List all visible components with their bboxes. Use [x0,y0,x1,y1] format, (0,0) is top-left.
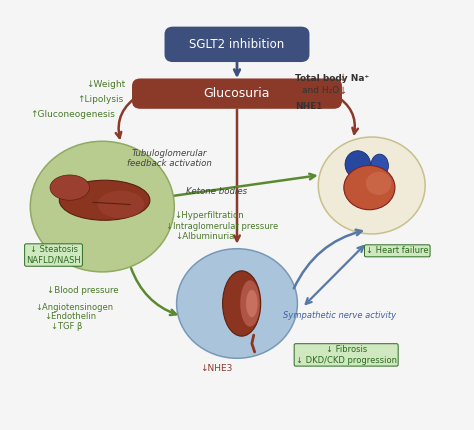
Text: ↓: ↓ [339,86,347,96]
Text: ↓ Steatosis
NAFLD/NASH: ↓ Steatosis NAFLD/NASH [26,246,81,265]
Text: Ketone bodies: Ketone bodies [186,187,247,197]
Text: ↓: ↓ [318,101,326,111]
Text: ↑Gluconeogenesis: ↑Gluconeogenesis [30,110,115,119]
Text: ↓ Fibrosis
↓ DKD/CKD progression: ↓ Fibrosis ↓ DKD/CKD progression [296,345,397,365]
Ellipse shape [240,280,260,327]
Ellipse shape [50,175,90,200]
Text: Total body Na⁺: Total body Na⁺ [295,74,369,83]
Ellipse shape [59,180,150,220]
Text: Glucosuria: Glucosuria [204,87,270,100]
Text: feedback activation: feedback activation [127,159,212,168]
Text: ↓: ↓ [339,73,347,83]
Ellipse shape [246,290,258,317]
Text: ↓Angiotensinogen: ↓Angiotensinogen [35,303,113,312]
Ellipse shape [366,172,392,195]
Circle shape [177,249,297,358]
FancyBboxPatch shape [132,78,342,109]
Text: ↓Blood pressure: ↓Blood pressure [46,286,118,295]
Text: Tubuloglomerular: Tubuloglomerular [132,149,207,158]
Text: Sympathetic nerve activity: Sympathetic nerve activity [283,311,396,320]
Text: ↓NHE3: ↓NHE3 [200,364,232,373]
Text: ↓Hyperfiltration: ↓Hyperfiltration [174,211,244,220]
Text: ↓Weight: ↓Weight [86,80,125,89]
Ellipse shape [345,151,371,178]
Text: SGLT2 inhibition: SGLT2 inhibition [190,38,284,51]
Ellipse shape [344,166,395,210]
Ellipse shape [223,271,261,336]
Text: ↓Intraglomerular pressure: ↓Intraglomerular pressure [166,222,279,231]
Text: ↓Endothelin: ↓Endothelin [44,313,96,322]
Circle shape [319,137,425,234]
FancyBboxPatch shape [164,27,310,62]
Text: ↑Lipolysis: ↑Lipolysis [77,95,123,104]
Text: ↓TGF β: ↓TGF β [51,322,82,331]
Text: NHE1: NHE1 [295,102,323,111]
Text: ↓Albuminuria: ↓Albuminuria [176,232,235,241]
Ellipse shape [371,154,388,177]
Circle shape [30,141,174,272]
Text: ↓ Heart failure: ↓ Heart failure [366,246,428,255]
Ellipse shape [98,191,144,218]
Text: and H₂O: and H₂O [302,86,339,95]
